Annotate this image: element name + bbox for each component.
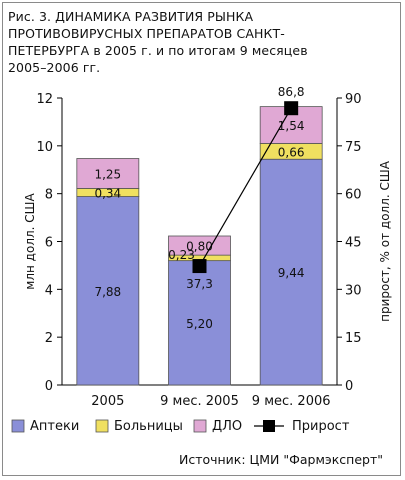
- y-tick-label: 2: [45, 331, 53, 346]
- y2-tick-label: 30: [345, 283, 362, 298]
- legend-swatch-apteki: [11, 419, 25, 433]
- bar-segment-apteki: [259, 158, 323, 386]
- y-tick-label: 6: [45, 236, 53, 251]
- data-label-apteki: 7,88: [94, 285, 121, 299]
- data-label-bolnitsy: 0,66: [278, 145, 305, 159]
- legend-label-apteki: Аптеки: [30, 419, 79, 434]
- legend-label-dlo: ДЛО: [212, 419, 242, 434]
- legend-label-bolnitsy: Больницы: [114, 419, 183, 434]
- y-tick-label: 8: [45, 188, 53, 203]
- title-line-2: ПРОТИВОВИРУСНЫХ ПРЕПАРАТОВ САНКТ-: [8, 26, 285, 41]
- y2-tick-label: 0: [345, 379, 353, 394]
- legend-swatch-dlo: [193, 419, 207, 433]
- y2-tick-label: 15: [345, 331, 362, 346]
- data-label-dlo: 1,54: [278, 119, 305, 133]
- y2-tick-label: 60: [345, 188, 362, 203]
- data-label-dlo: 0,80: [186, 240, 213, 254]
- y-tick-label: 0: [45, 379, 53, 394]
- chart-title: Рис. 3. ДИНАМИКА РАЗВИТИЯ РЫНКА ПРОТИВОВ…: [8, 8, 388, 76]
- data-label-dlo: 1,25: [94, 167, 121, 181]
- data-label-bolnitsy: 0,23: [168, 248, 195, 262]
- title-line-1: Рис. 3. ДИНАМИКА РАЗВИТИЯ РЫНКА: [8, 9, 254, 24]
- growth-marker: [284, 101, 299, 116]
- y-axis-label: млн долл. США: [23, 193, 37, 290]
- bar-segment-apteki: [76, 196, 140, 386]
- title-line-4: 2005–2006 гг.: [8, 60, 101, 75]
- data-label-apteki: 5,20: [186, 317, 213, 331]
- title-line-3: ПЕТЕРБУРГА в 2005 г. и по итогам 9 месяц…: [8, 43, 308, 58]
- y-tick-label: 12: [36, 92, 53, 107]
- x-tick-label: 9 мес. 2006: [252, 394, 331, 409]
- legend-label-growth: Прирост: [292, 419, 350, 434]
- growth-line: [198, 107, 292, 267]
- y2-tick-label: 90: [345, 92, 362, 107]
- source-note: Источник: ЦМИ "Фармэксперт": [178, 452, 383, 467]
- bar-segment-dlo: [168, 235, 231, 256]
- bar-segment-dlo: [76, 158, 140, 189]
- bar-segment-apteki: [168, 260, 231, 386]
- y2-tick-label: 75: [345, 140, 362, 155]
- y-tick-label: 4: [45, 283, 53, 298]
- data-label-apteki: 9,44: [278, 266, 305, 280]
- growth-label: 37,3: [186, 277, 213, 291]
- x-tick-label: 9 мес. 2005: [160, 394, 239, 409]
- y2-axis-label: прирост, % от долл. США: [378, 160, 392, 322]
- data-label-bolnitsy: 0,34: [94, 186, 121, 200]
- growth-marker: [192, 259, 207, 274]
- y2-tick-label: 45: [345, 236, 362, 251]
- growth-label: 86,8: [278, 85, 305, 99]
- legend-growth-marker: [263, 420, 275, 432]
- legend-swatch-bolnitsy: [95, 419, 109, 433]
- x-tick-label: 2005: [91, 394, 124, 409]
- y-tick-label: 10: [36, 140, 53, 155]
